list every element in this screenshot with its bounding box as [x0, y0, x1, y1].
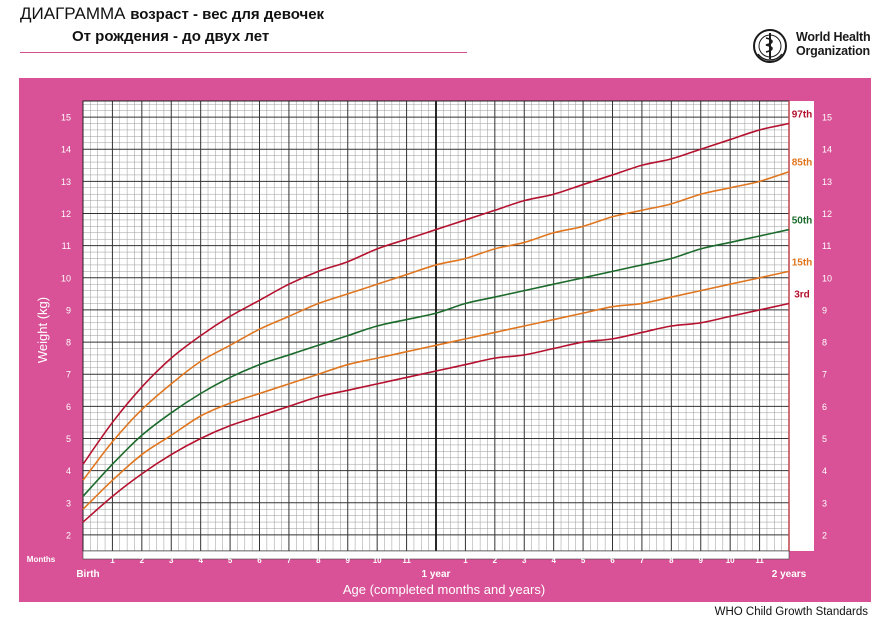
y-tick-label-right: 7: [822, 370, 827, 380]
y-tick-label-left: 11: [62, 241, 71, 251]
series-line-85th: [82, 170, 790, 481]
x-tick-label: 5: [228, 556, 233, 565]
x-tick-label: 8: [669, 556, 674, 565]
x-axis-title: Age (completed months and years): [343, 582, 545, 597]
chart-title: ДИАГРАММА возраст - вес для девочек: [20, 4, 324, 24]
x-tick-label: 9: [699, 556, 704, 565]
x-tick-label: 6: [257, 556, 262, 565]
x-tick-label: 1: [110, 556, 115, 565]
x-unit-label: Months: [27, 555, 56, 564]
x-tick-label: 10: [726, 556, 735, 565]
x-tick-label: 11: [402, 556, 411, 565]
x-year-label: 2 years: [772, 569, 807, 580]
title-underline: [20, 52, 467, 53]
series-label-3rd: 3rd: [794, 290, 810, 301]
x-tick-label: 2: [140, 556, 145, 565]
month-tick-strip: [82, 550, 790, 560]
series-line-50th: [82, 228, 790, 497]
y-tick-label-right: 9: [822, 305, 827, 315]
series-label-97th: 97th: [792, 110, 813, 121]
y-tick-label-right: 14: [822, 145, 832, 155]
who-emblem-icon: [753, 29, 787, 63]
x-year-label: Birth: [76, 569, 99, 580]
y-tick-label-right: 15: [822, 113, 832, 123]
y-axis-title: Weight (kg): [35, 297, 50, 363]
y-tick-label-right: 4: [822, 466, 827, 476]
y-tick-label-left: 12: [61, 209, 71, 219]
x-tick-label: 10: [373, 556, 382, 565]
who-organization-name: World Health Organization: [796, 30, 871, 58]
y-tick-label-right: 2: [822, 530, 827, 540]
title-rest: возраст - вес для девочек: [130, 6, 325, 23]
series-label-15th: 15th: [792, 257, 813, 268]
y-tick-label-right: 5: [822, 434, 827, 444]
chart-subtitle: От рождения - до двух лет: [72, 28, 270, 45]
series-line-97th: [82, 122, 790, 465]
y-tick-label-right: 12: [822, 209, 832, 219]
y-tick-label-left: 3: [66, 498, 71, 508]
y-tick-label-left: 9: [66, 305, 71, 315]
x-tick-label: 7: [640, 556, 645, 565]
x-tick-label: 1: [463, 556, 468, 565]
x-tick-label: 7: [287, 556, 292, 565]
footer-credit: WHO Child Growth Standards: [714, 606, 868, 618]
y-tick-label-left: 6: [66, 402, 71, 412]
y-tick-label-left: 8: [66, 338, 71, 348]
series-line-15th: [82, 270, 790, 510]
x-tick-label: 3: [522, 556, 527, 565]
y-tick-label-right: 11: [822, 241, 831, 251]
x-tick-label: 2: [493, 556, 498, 565]
x-tick-label: 11: [755, 556, 764, 565]
org-line-1: World Health: [796, 30, 871, 44]
x-year-label: 1 year: [422, 569, 451, 580]
y-tick-label-right: 3: [822, 498, 827, 508]
plot-area: [83, 101, 814, 551]
x-tick-label: 4: [551, 556, 556, 565]
y-tick-label-right: 13: [822, 177, 832, 187]
y-tick-label-left: 10: [61, 273, 71, 283]
y-tick-label-left: 4: [66, 466, 71, 476]
x-tick-label: 8: [316, 556, 321, 565]
x-tick-label: 3: [169, 556, 174, 565]
series-label-50th: 50th: [792, 216, 813, 227]
y-tick-label-left: 15: [61, 113, 71, 123]
series-label-85th: 85th: [792, 158, 813, 169]
y-tick-label-left: 7: [66, 370, 71, 380]
series-line-3rd: [82, 302, 790, 523]
title-prefix: ДИАГРАММА: [20, 4, 126, 23]
y-tick-label-left: 2: [66, 530, 71, 540]
y-tick-label-right: 10: [822, 273, 832, 283]
y-tick-label-left: 13: [61, 177, 71, 187]
x-tick-label: 4: [198, 556, 203, 565]
x-tick-label: 6: [610, 556, 615, 565]
org-line-2: Organization: [796, 44, 870, 58]
y-tick-label-left: 14: [61, 145, 71, 155]
y-tick-label-left: 5: [66, 434, 71, 444]
x-tick-label: 9: [346, 556, 351, 565]
y-tick-label-right: 8: [822, 338, 827, 348]
y-tick-label-right: 6: [822, 402, 827, 412]
x-tick-label: 5: [581, 556, 586, 565]
